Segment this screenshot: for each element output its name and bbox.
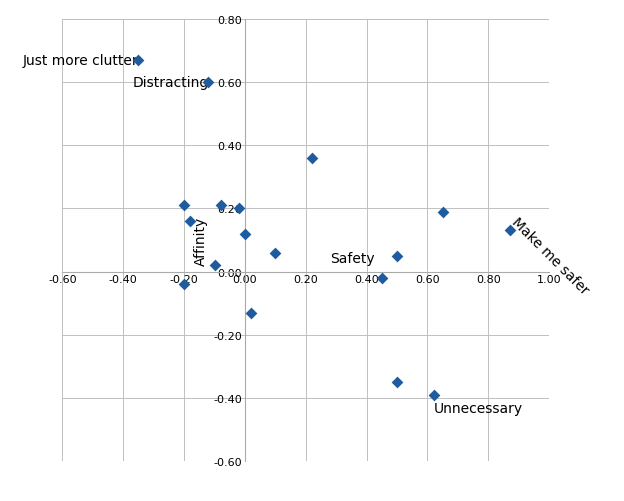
Point [307,155,317,163]
Point [203,79,213,87]
Point [377,274,387,282]
Point [210,262,220,270]
Point [185,217,195,225]
Point [505,227,515,235]
Text: Unnecessary: Unnecessary [434,401,523,415]
Text: Safety: Safety [330,252,375,266]
Text: Just more clutter: Just more clutter [23,54,139,68]
Point [392,252,402,260]
Point [392,378,402,386]
Point [429,391,439,399]
Point [270,249,280,257]
Point [240,230,250,238]
Point [179,281,189,289]
Text: Distracting: Distracting [132,76,208,90]
Text: Make me safer: Make me safer [509,215,591,298]
Point [216,202,226,210]
Point [134,57,144,65]
Point [246,309,256,317]
Point [437,208,447,216]
Point [234,205,244,213]
Point [179,202,189,210]
Y-axis label: Affinity: Affinity [194,216,208,265]
